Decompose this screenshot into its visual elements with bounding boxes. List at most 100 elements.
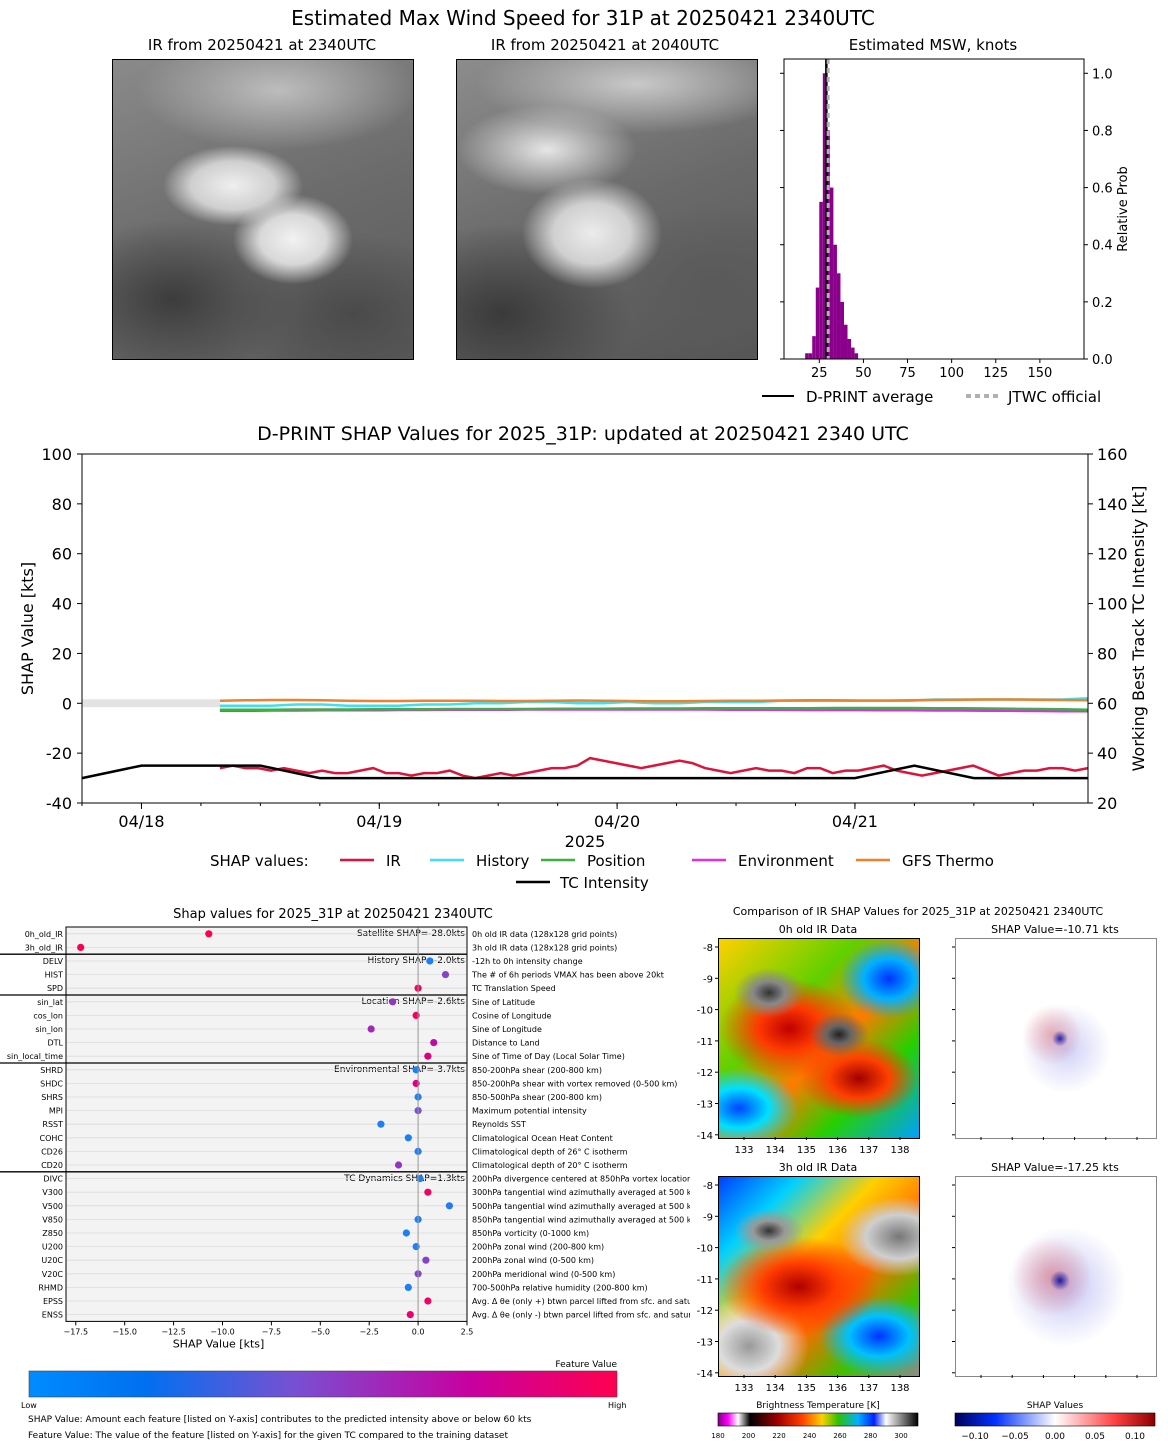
group-band (66, 1063, 467, 1172)
shap3-map (955, 1176, 1157, 1377)
lon-tick-label: 135 (797, 1383, 816, 1394)
lat-tick-label: -11 (697, 1275, 713, 1286)
lat-tick-label: -8 (703, 1181, 713, 1192)
lat-tick-label: -13 (697, 1338, 713, 1349)
bt-tick-label: 180 (711, 1432, 724, 1440)
feature-point (402, 1229, 410, 1237)
histogram-bar (812, 336, 816, 359)
comparison-axes: -8 -9 -10 -11 -12 -13 -14 133 134 135 136 137 138 -8 -… (697, 943, 1156, 1442)
y-axis-label: SHAP Value [kts] (18, 562, 37, 695)
legend-title: SHAP values: (210, 852, 309, 870)
feature-description: The # of 6h periods VMAX has been above … (471, 971, 664, 980)
feature-name: SHRD (40, 1066, 63, 1075)
legend-jtwc-label: JTWC official (1007, 388, 1101, 406)
feature-point (412, 1066, 420, 1074)
y-tick-label: 0.6 (1092, 182, 1113, 197)
feature-description: 850-200hPa shear with vortex removed (0-… (472, 1079, 677, 1088)
shap-note-1: SHAP Value: Amount each feature [listed … (28, 1415, 532, 1425)
feature-name: Z850 (42, 1229, 63, 1238)
lon-tick-label: 138 (890, 1383, 909, 1394)
feature-name: V500 (42, 1202, 63, 1211)
x-tick-label: −15.0 (112, 1327, 137, 1336)
shap-colorbar-label: SHAP Values (1027, 1401, 1084, 1411)
lat-tick-label: -10 (697, 1244, 713, 1255)
group-band (66, 927, 467, 955)
feature-point (426, 957, 434, 965)
shap-tick-label: 0.05 (1085, 1432, 1105, 1442)
ir-previous-title: IR from 20250421 at 2040UTC (490, 36, 720, 54)
shap-timeseries-title: D-PRINT SHAP Values for 2025_31P: update… (257, 423, 909, 445)
shap-tick-label: 0.00 (1045, 1432, 1065, 1442)
legend-label-ir: IR (386, 852, 401, 870)
lat-tick-label: -12 (697, 1068, 713, 1079)
feature-name: U200 (42, 1243, 63, 1252)
lat-tick-label: -14 (697, 1131, 713, 1142)
feature-description: 850hPa tangential wind azimuthally avera… (472, 1215, 690, 1224)
y-tick-label: 0.0 (1092, 353, 1113, 368)
feature-description: Avg. Δ θe (only +) btwn parcel lifted fr… (472, 1297, 690, 1306)
histogram-bar (854, 353, 859, 359)
y2-tick-label: 20 (1097, 794, 1117, 813)
colorbar-title: Feature Value (555, 1360, 617, 1370)
feature-description: TC Translation Speed (471, 984, 556, 993)
lat-tick-label: -8 (703, 943, 713, 954)
feature-point (445, 1202, 453, 1210)
feature-description: 200hPa divergence centered at 850hPa vor… (472, 1175, 690, 1184)
shap-timeseries-chart: -40 -20 0 20 40 60 80 100 20 40 60 80 100 120 140 160 04… (18, 445, 1148, 892)
feature-description: Sine of Latitude (472, 998, 535, 1007)
feature-point (424, 1188, 432, 1196)
feature-description: Avg. Δ θe (only -) btwn parcel lifted fr… (472, 1311, 690, 1320)
feature-name: SHDC (40, 1079, 63, 1088)
lat-tick-label: -9 (703, 974, 713, 985)
bt-tick-label: 280 (864, 1432, 877, 1440)
y-tick-label: -40 (46, 794, 72, 813)
feature-point (367, 1025, 375, 1033)
feature-description: Climatological Ocean Heat Content (472, 1134, 613, 1143)
y-tick-label: 0.8 (1092, 124, 1113, 139)
series-line-tc (81, 764, 1088, 780)
histogram-bar (833, 244, 837, 359)
y-tick-label: 1.0 (1092, 67, 1113, 82)
bt-tick-label: 240 (803, 1432, 816, 1440)
feature-description: 200hPa zonal wind (200-800 km) (472, 1243, 604, 1252)
legend-label-gfs: GFS Thermo (902, 852, 994, 870)
feature-name: sin_local_time (7, 1052, 63, 1061)
feature-description: 850-500hPa shear (200-800 km) (472, 1093, 602, 1102)
y2-tick-label: 120 (1097, 545, 1128, 564)
feature-description: Sine of Longitude (472, 1025, 542, 1034)
feature-description: Sine of Time of Day (Local Solar Time) (472, 1052, 625, 1061)
lon-tick-label: 137 (859, 1383, 878, 1394)
feature-name: V300 (42, 1188, 63, 1197)
y-tick-label: -20 (46, 744, 72, 763)
histogram-bar (851, 347, 855, 359)
lon-tick-label: 136 (828, 1145, 847, 1156)
histogram-bar (819, 201, 823, 359)
lat-tick-label: -9 (703, 1212, 713, 1223)
lon-tick-label: 137 (859, 1145, 878, 1156)
ir0-map-title: 0h old IR Data (778, 923, 858, 936)
feature-point (416, 1175, 424, 1183)
histogram-bar (844, 324, 848, 359)
y2-tick-label: 100 (1097, 595, 1128, 614)
shap-tick-label: −0.05 (1001, 1432, 1029, 1442)
legend-label-tc: TC Intensity (559, 874, 649, 892)
shap0-map (955, 938, 1157, 1139)
feature-point (424, 1052, 432, 1060)
feature-point (441, 971, 450, 979)
y2-tick-label: 60 (1097, 694, 1117, 713)
x-tick-label: −12.5 (161, 1327, 186, 1336)
msw-title: Estimated MSW, knots (848, 36, 1018, 54)
feature-description: 200hPa zonal wind (0-500 km) (472, 1256, 594, 1265)
histogram-bar (829, 187, 834, 359)
x-axis-label: 2025 (565, 832, 606, 851)
ir3-map (718, 1176, 920, 1377)
x-tick-label: −10.0 (210, 1327, 235, 1336)
colorbar-low-label: Low (21, 1401, 37, 1410)
shap-tick-label: 0.10 (1125, 1432, 1145, 1442)
ir3-map-title: 3h old IR Data (778, 1161, 858, 1174)
y-tick-label: 0 (62, 694, 72, 713)
feature-name: SHRS (41, 1093, 63, 1102)
feature-description: 700-500hPa relative humidity (200-800 km… (472, 1283, 648, 1292)
feature-name: SPD (47, 984, 63, 993)
lon-tick-label: 135 (797, 1145, 816, 1156)
